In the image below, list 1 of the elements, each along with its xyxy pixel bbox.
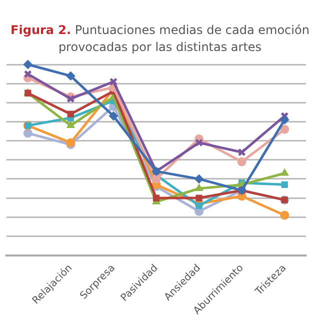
chart-title: Figura 2. Puntuaciones medias de cada emoción provocadas por las distintas artes <box>10 22 310 56</box>
